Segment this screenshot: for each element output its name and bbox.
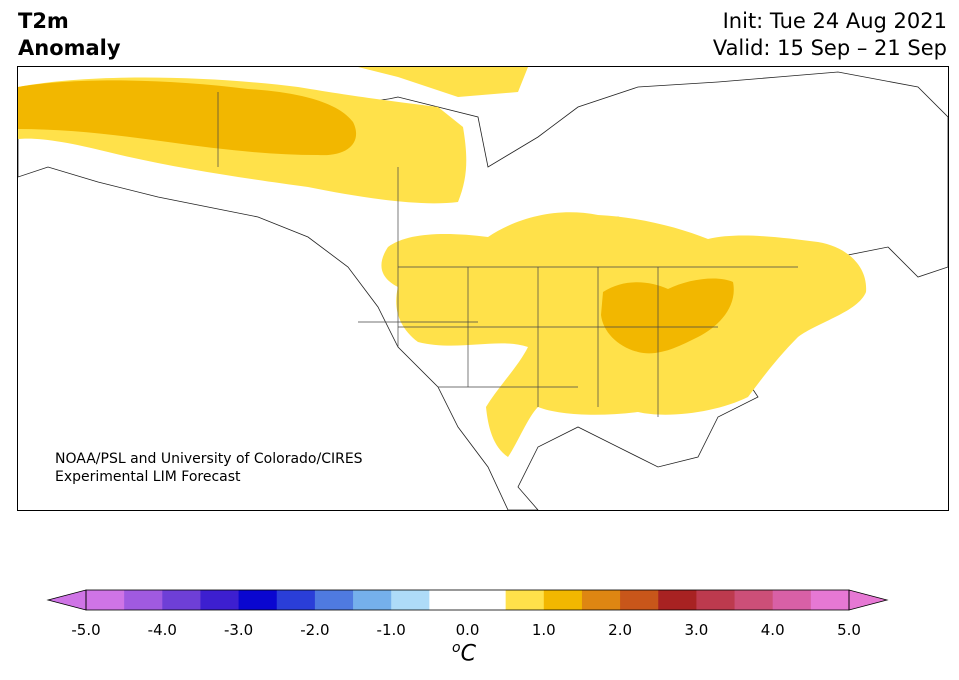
colorbar-tick-label: -1.0 [376,621,406,639]
colorbar-cell [429,590,468,610]
colorbar-cell [467,590,507,610]
colorbar-cell [200,590,240,610]
colorbar-extend-high [848,589,889,611]
colorbar-tick-label: 1.0 [531,621,556,639]
map-title: T2m Anomaly [18,8,121,62]
political-boundaries [217,92,798,417]
colorbar-cell [353,590,392,610]
colorbar-cell [543,590,583,610]
map-panel: NOAA/PSL and University of Colorado/CIRE… [17,66,949,511]
colorbar-cell [734,590,774,610]
credit-line-2: Experimental LIM Forecast [55,469,241,485]
colorbar-tick-label: -5.0 [71,621,101,639]
colorbar-cell [581,590,621,610]
colorbar-tick-label: 3.0 [684,621,709,639]
colorbar-cell [696,590,736,610]
colorbar-cell [391,590,430,610]
credit-text: NOAA/PSL and University of Colorado/CIRE… [55,450,363,486]
valid-dates: Valid: 15 Sep – 21 Sep [712,36,947,60]
colorbar-tick-label: -2.0 [300,621,330,639]
colorbar-border [85,589,850,611]
colorbar-tick-label: 4.0 [760,621,785,639]
anomaly-fill-dark [18,80,734,354]
colorbar-cells [86,590,850,610]
colorbar-cell [620,590,659,610]
colorbar-cell [124,590,163,610]
colorbar-cell [238,590,278,610]
colorbar-tick-label: -4.0 [147,621,177,639]
colorbar-cell [505,590,545,610]
colorbar-tick-label: 0.0 [455,621,480,639]
colorbar [46,589,889,611]
colorbar-extend-low [46,589,87,611]
colorbar-tick-label: -3.0 [223,621,254,639]
colorbar-cell [314,590,354,610]
unit-label: oC [452,640,476,667]
colorbar-cell [86,590,125,610]
init-date: Init: Tue 24 Aug 2021 [722,9,947,33]
colorbar-cell [810,590,850,610]
colorbar-cell [276,590,316,610]
colorbar-cell [658,590,697,610]
title-line-2: Anomaly [18,36,121,60]
forecast-dates: Init: Tue 24 Aug 2021 Valid: 15 Sep – 21… [713,8,947,62]
colorbar-cell [772,590,812,610]
colorbar-tick-label: 2.0 [608,621,633,639]
anomaly-map [18,67,948,510]
credit-line-1: NOAA/PSL and University of Colorado/CIRE… [55,451,363,467]
title-line-1: T2m [18,9,69,33]
colorbar-cell [162,590,201,610]
colorbar-tick-label: 5.0 [837,621,861,639]
